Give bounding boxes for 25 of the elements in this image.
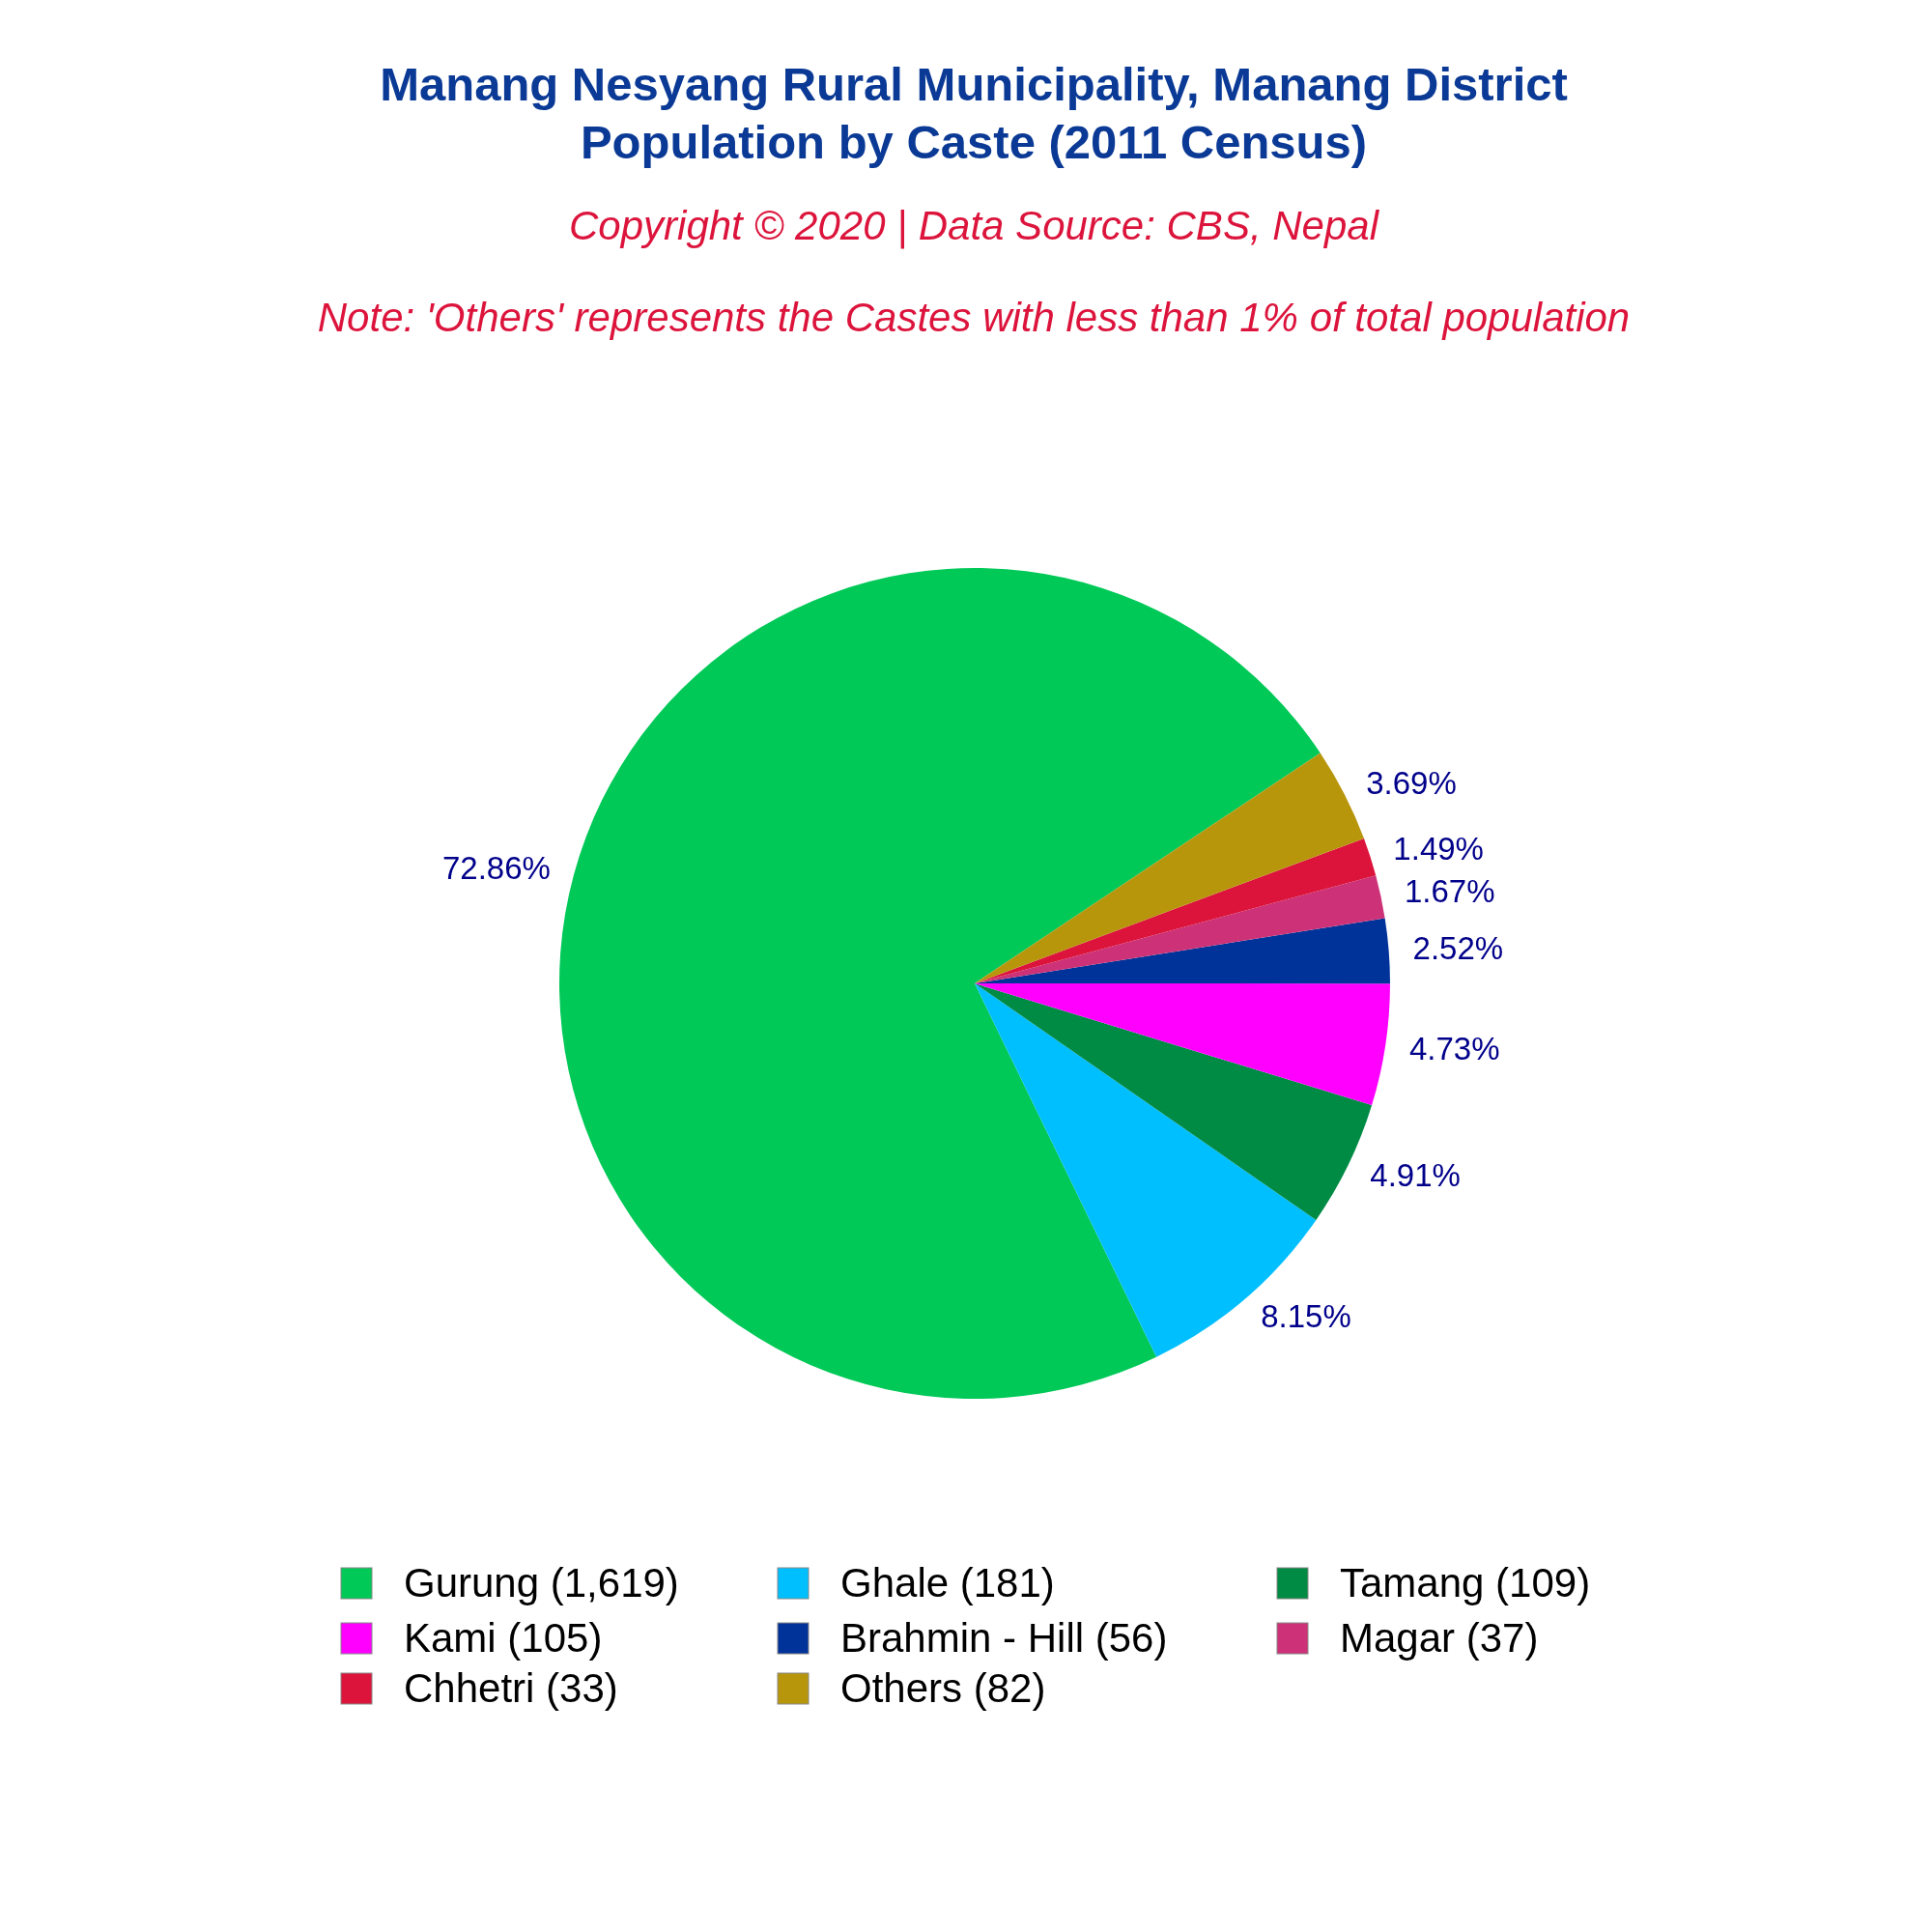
legend-label: Magar (37) — [1340, 1615, 1539, 1661]
legend-label: Tamang (109) — [1340, 1560, 1591, 1605]
pie-slice — [975, 983, 1373, 1220]
data-label: 4.73% — [1408, 1030, 1500, 1066]
pie-slice — [975, 838, 1377, 983]
pie-slice — [975, 875, 1385, 983]
legend-label: Others (82) — [840, 1665, 1046, 1711]
chart-title: Manang Nesyang Rural Municipality, Manang District Population by Caste (2011 Census) — [380, 58, 1568, 168]
data-label: 1.67% — [1404, 873, 1495, 910]
legend-label: Ghale (181) — [840, 1560, 1055, 1605]
pie-slice — [975, 753, 1364, 983]
data-label: 2.52% — [1412, 930, 1504, 967]
legend-label: Brahmin - Hill (56) — [840, 1615, 1168, 1661]
chart-subtitle: Copyright © 2020 | Data Source: CBS, Nepal — [569, 203, 1380, 249]
legend-label: Kami (105) — [404, 1615, 603, 1661]
data-label: 1.49% — [1393, 831, 1484, 867]
text: Note: 'Others' represents the Castes with less than 1% of total population — [317, 295, 1631, 340]
legend-label: Gurung (1,619) — [404, 1560, 679, 1605]
pie-slice — [975, 983, 1390, 1106]
data-label: 4.91% — [1370, 1156, 1461, 1193]
pie-slice — [975, 918, 1390, 984]
data-label: 72.86% — [441, 849, 551, 886]
data-label: 3.69% — [1366, 765, 1457, 802]
data-label: 8.15% — [1261, 1298, 1351, 1335]
legend-label: Chhetri (33) — [404, 1665, 618, 1711]
